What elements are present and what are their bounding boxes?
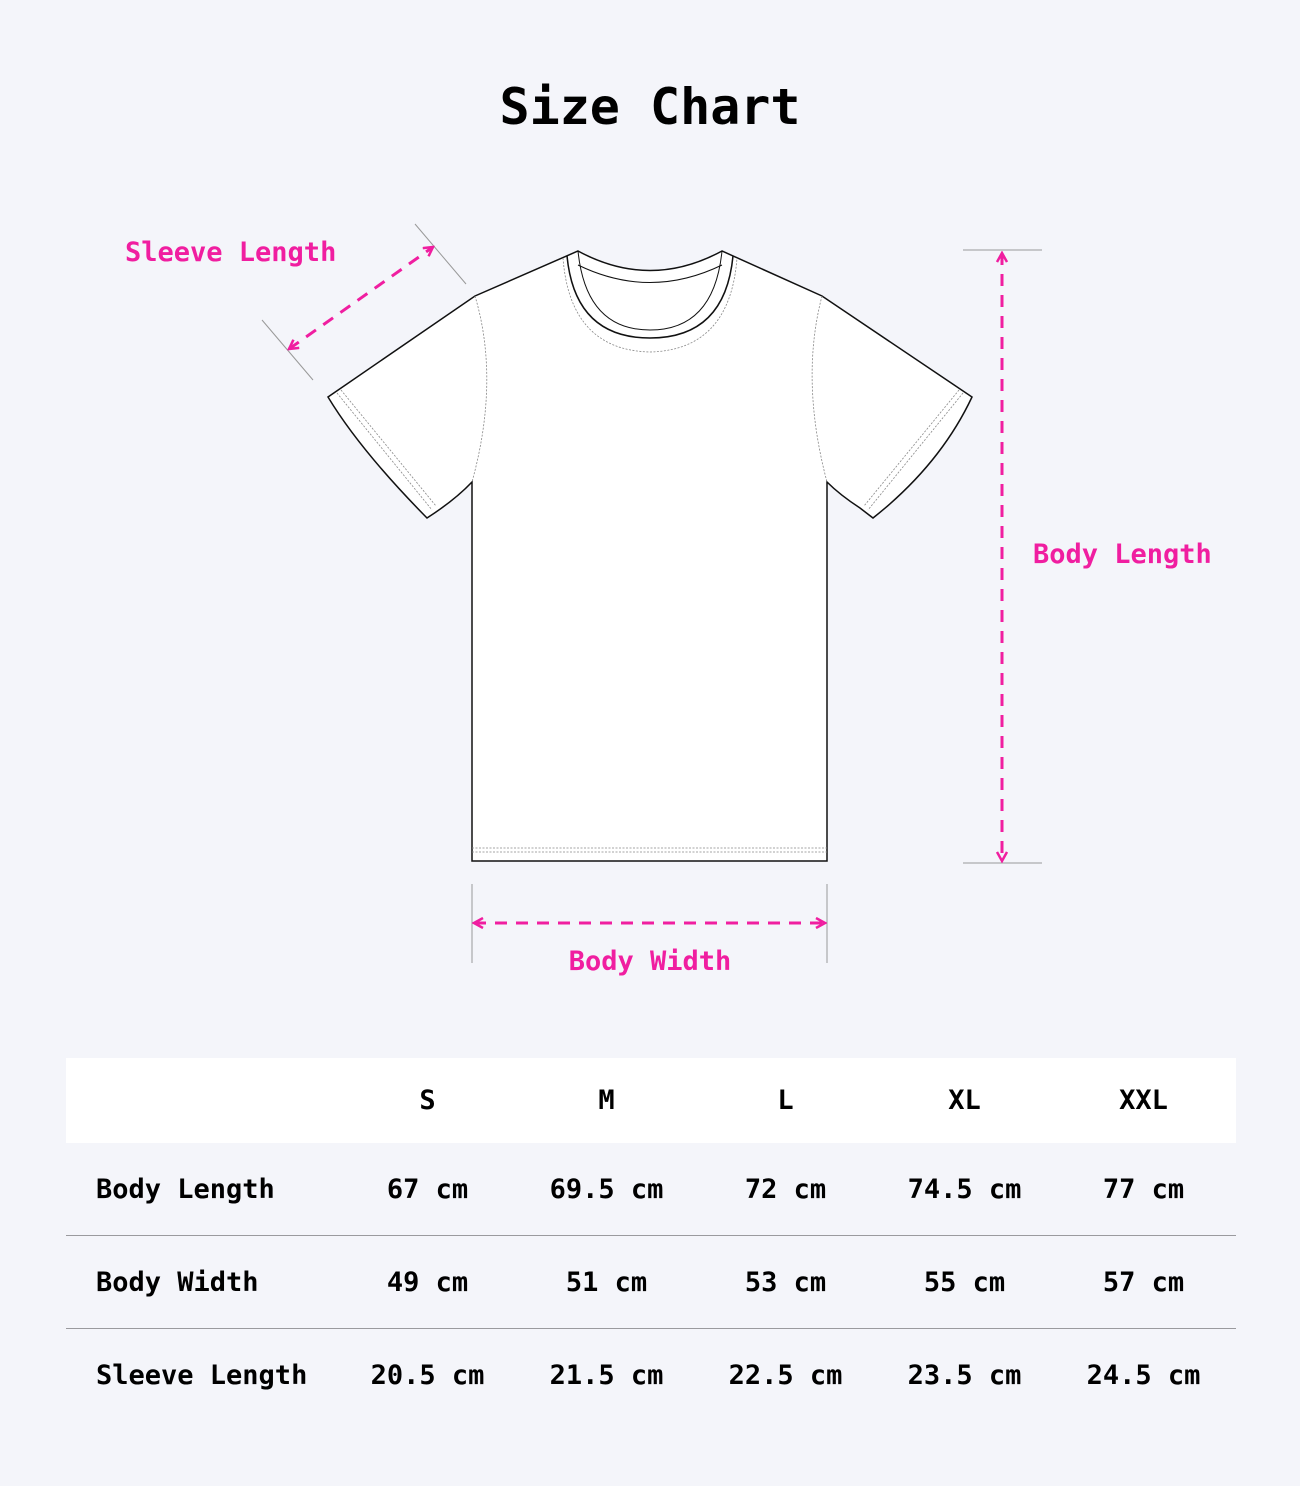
table-cell: 53 cm — [744, 1266, 827, 1298]
header-cell-xl: XL — [948, 1085, 981, 1116]
row-label: Body Width — [96, 1266, 259, 1298]
table-cell: 57 cm — [1102, 1266, 1185, 1298]
table-cell: 74.5 cm — [907, 1173, 1022, 1205]
table-cell: 67 cm — [386, 1173, 469, 1205]
tshirt-outline — [326, 250, 973, 862]
sleeve-length-arrow — [289, 247, 433, 349]
stitch-lines — [336, 257, 964, 853]
table-cell: 72 cm — [744, 1173, 827, 1205]
table-cell: 22.5 cm — [728, 1359, 843, 1391]
row-label: Body Length — [96, 1173, 275, 1205]
table-cell: 20.5 cm — [370, 1359, 485, 1391]
table-row: Body Length 67 cm 69.5 cm 72 cm 74.5 cm … — [66, 1143, 1236, 1236]
header-cell-l: L — [777, 1085, 794, 1116]
table-cell: 69.5 cm — [549, 1173, 664, 1205]
table-row: Sleeve Length 20.5 cm 21.5 cm 22.5 cm 23… — [66, 1329, 1236, 1421]
header-cell-m: M — [598, 1085, 615, 1116]
tshirt-diagram — [261, 223, 1042, 963]
page-title: Size Chart — [499, 78, 801, 136]
table-header: S M L XL XXL — [66, 1058, 1236, 1143]
header-cell-s: S — [419, 1085, 436, 1116]
table-cell: 49 cm — [386, 1266, 469, 1298]
table-cell: 21.5 cm — [549, 1359, 664, 1391]
table-cell: 51 cm — [565, 1266, 648, 1298]
table-cell: 24.5 cm — [1086, 1359, 1201, 1391]
header-cell-xxl: XXL — [1119, 1085, 1168, 1116]
table-cell: 23.5 cm — [907, 1359, 1022, 1391]
row-label: Sleeve Length — [96, 1359, 308, 1391]
size-table: S M L XL XXL Body Length 67 cm 69.5 cm 7… — [66, 1058, 1236, 1421]
table-cell: 55 cm — [923, 1266, 1006, 1298]
body-length-label: Body Length — [1033, 539, 1212, 570]
body-width-label: Body Width — [568, 946, 732, 977]
table-row: Body Width 49 cm 51 cm 53 cm 55 cm 57 cm — [66, 1236, 1236, 1329]
table-cell: 77 cm — [1102, 1173, 1185, 1205]
sleeve-length-label: Sleeve Length — [125, 237, 337, 268]
